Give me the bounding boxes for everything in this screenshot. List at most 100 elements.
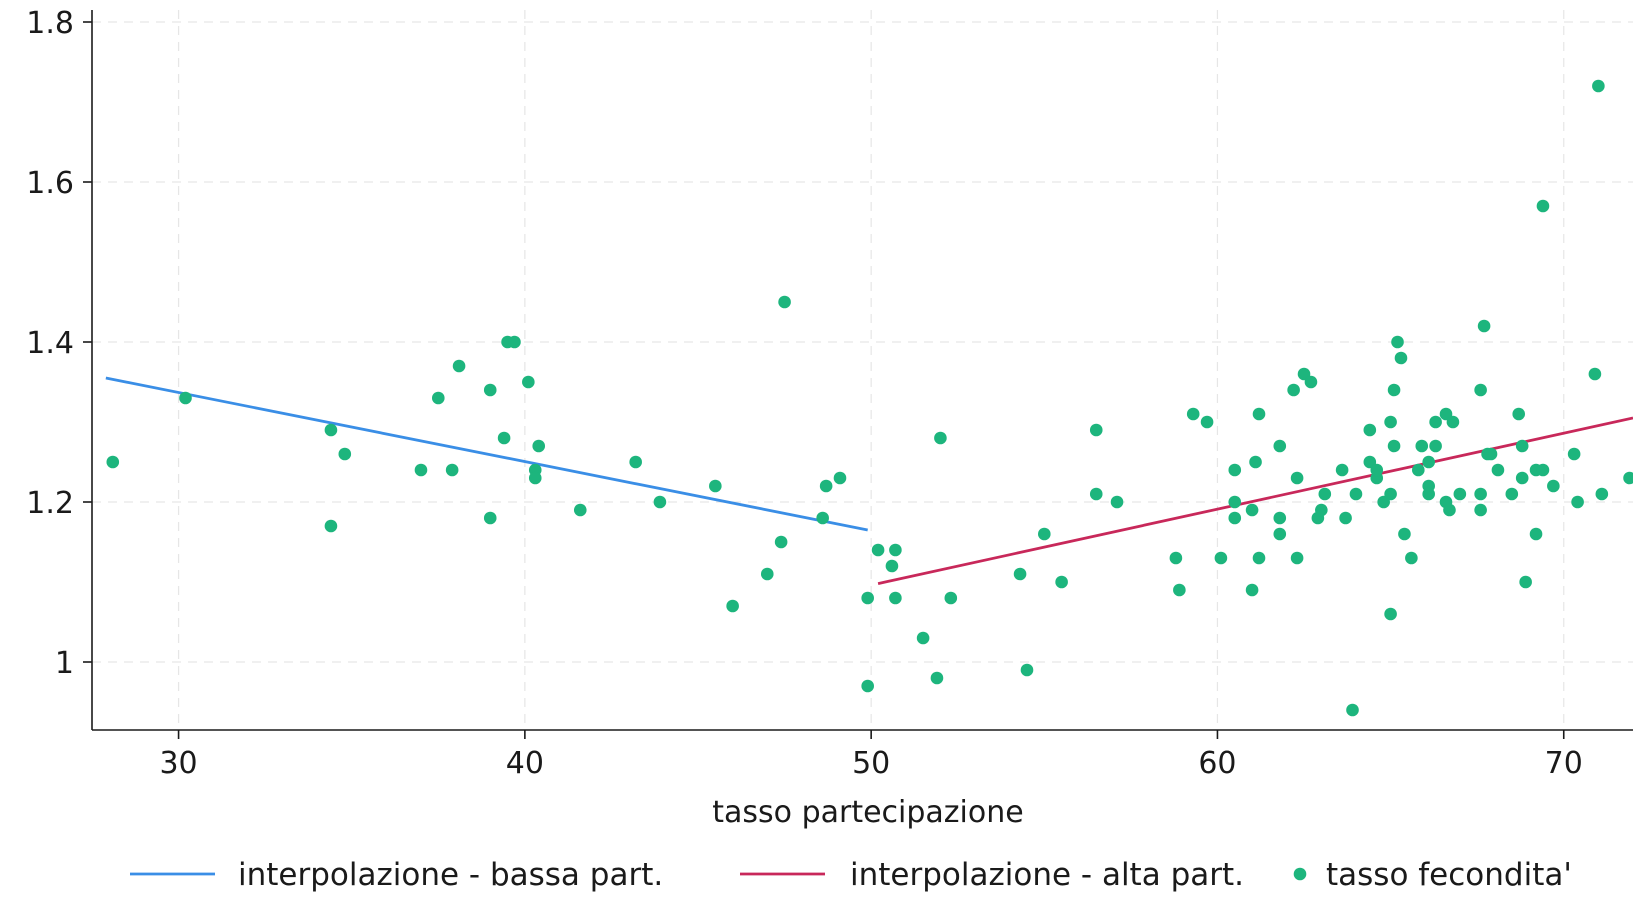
x-tick-label: 50 [852, 746, 890, 781]
data-point [1339, 511, 1352, 525]
data-point [179, 391, 192, 405]
data-point [1273, 527, 1287, 541]
data-point [573, 503, 587, 517]
data-point [1505, 487, 1519, 501]
data-point [445, 463, 459, 477]
data-point [508, 335, 521, 349]
data-point [1515, 439, 1529, 453]
data-point [1020, 663, 1034, 677]
data-point [1592, 79, 1605, 93]
data-point [1304, 375, 1318, 389]
data-point [871, 543, 885, 557]
data-point [1443, 503, 1456, 517]
data-point [1290, 471, 1304, 485]
data-point [1169, 551, 1183, 565]
legend-label: interpolazione - alta part. [850, 857, 1244, 893]
data-point [1173, 583, 1186, 597]
data-point [483, 511, 497, 525]
legend: interpolazione - bassa part. interpolazio… [130, 857, 1572, 893]
data-point [1422, 487, 1435, 501]
data-point [1013, 567, 1027, 581]
y-tick-label: 1.4 [26, 326, 74, 361]
data-point [1214, 551, 1228, 565]
legend-label: interpolazione - bassa part. [238, 857, 663, 893]
data-point [774, 535, 788, 549]
data-point [709, 479, 722, 493]
data-point [629, 455, 642, 469]
x-tick-label: 30 [159, 746, 197, 781]
data-point [1290, 551, 1304, 565]
data-point [1186, 407, 1200, 421]
data-point [1363, 423, 1377, 437]
data-point [532, 439, 546, 453]
data-point [1346, 703, 1359, 717]
data-point [1228, 495, 1242, 509]
data-point [452, 359, 466, 373]
data-point [934, 431, 947, 445]
data-point [522, 375, 535, 389]
axes [83, 10, 1633, 739]
data-point [1398, 527, 1411, 541]
data-point [338, 447, 352, 461]
data-point [1394, 351, 1408, 365]
data-point [1110, 495, 1124, 509]
data-point [1384, 607, 1397, 621]
data-point [1055, 575, 1068, 589]
data-point [1453, 487, 1467, 501]
data-point [1405, 551, 1418, 565]
data-point [1536, 199, 1550, 213]
y-tick-label: 1.2 [26, 486, 74, 521]
data-point [1315, 503, 1328, 517]
data-point [1422, 455, 1435, 469]
data-point [414, 463, 428, 477]
data-point [1391, 335, 1404, 349]
data-point [760, 567, 774, 581]
data-point [324, 519, 338, 533]
data-point [930, 671, 944, 685]
data-point [1089, 423, 1103, 437]
data-point [1623, 471, 1633, 485]
data-point [1349, 487, 1363, 501]
data-point [726, 599, 739, 613]
data-point [324, 423, 338, 437]
y-tick-label: 1.8 [26, 6, 74, 41]
data-point [1249, 455, 1262, 469]
data-point [944, 591, 958, 605]
data-point [497, 431, 511, 445]
data-point [1515, 471, 1529, 485]
data-point [861, 591, 874, 605]
x-axis-title: tasso partecipazione [712, 795, 1023, 830]
data-point [1547, 479, 1560, 493]
data-point [1446, 415, 1460, 429]
data-point [1335, 463, 1349, 477]
data-point [885, 559, 899, 573]
scatter-points [106, 79, 1633, 717]
x-tick-label: 40 [506, 746, 544, 781]
data-point [1571, 495, 1584, 509]
data-point [1287, 383, 1300, 397]
x-tick-label: 70 [1545, 746, 1583, 781]
grid-lines [92, 10, 1633, 730]
fit-line [105, 376, 868, 532]
data-point [1245, 503, 1259, 517]
data-point [106, 455, 120, 469]
data-point [1245, 583, 1259, 597]
data-point [1038, 527, 1051, 541]
data-point [1477, 319, 1491, 333]
data-point [431, 391, 445, 405]
data-point [1228, 511, 1242, 525]
data-point [1474, 487, 1487, 501]
data-point [816, 511, 829, 525]
data-point [1089, 487, 1103, 501]
data-point [483, 383, 497, 397]
data-point [1484, 447, 1498, 461]
data-point [1415, 439, 1429, 453]
data-point [819, 479, 833, 493]
data-point [1491, 463, 1505, 477]
legend-label: tasso fecondita' [1326, 857, 1572, 893]
data-point [1474, 383, 1487, 397]
data-point [1384, 487, 1397, 501]
fit-line [877, 416, 1633, 585]
data-point [1387, 439, 1401, 453]
